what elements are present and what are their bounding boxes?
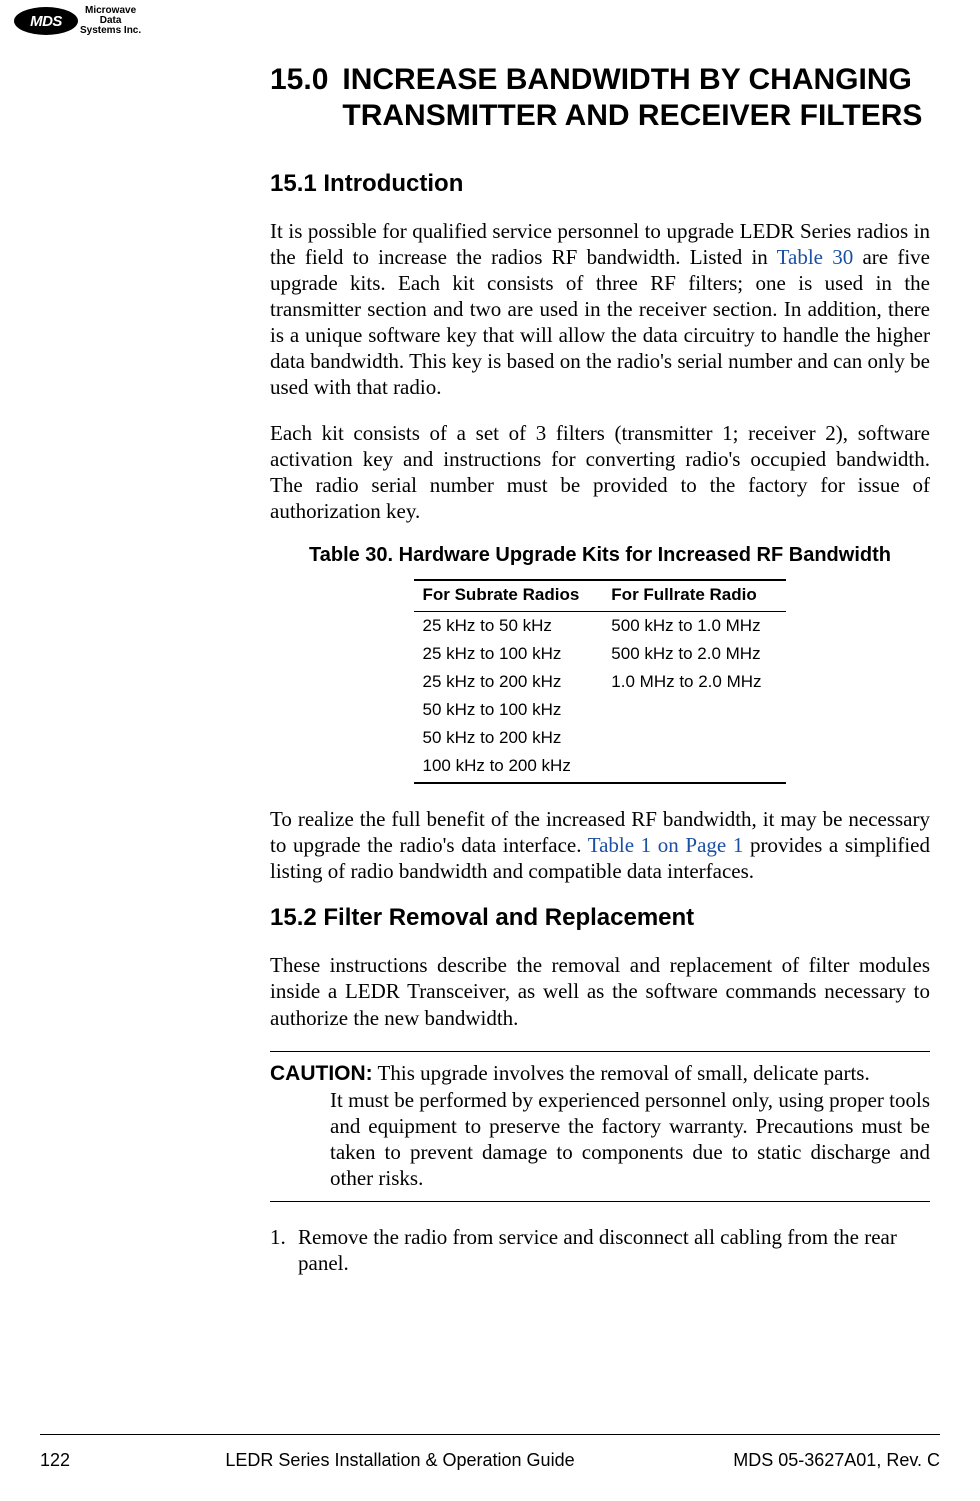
section-heading: 15.0 INCREASE BANDWIDTH BY CHANGING TRAN…	[270, 62, 930, 134]
subsection-heading: 15.2 Filter Removal and Replacement	[270, 904, 930, 932]
footer-rule	[40, 1434, 940, 1435]
caution-body-text: It must be performed by experienced pers…	[330, 1087, 930, 1191]
table-cell: 100 kHz to 200 kHz	[414, 752, 603, 783]
table-row: 50 kHz to 200 kHz	[414, 724, 785, 752]
table-reference-link[interactable]: Table 30	[777, 245, 854, 269]
table-row: 50 kHz to 100 kHz	[414, 696, 785, 724]
section-title: INCREASE BANDWIDTH BY CHANGING TRANSMITT…	[342, 62, 930, 134]
table-row: 25 kHz to 100 kHz 500 kHz to 2.0 MHz	[414, 640, 785, 668]
section-number: 15.0	[270, 62, 328, 134]
table-cell: 500 kHz to 2.0 MHz	[603, 640, 785, 668]
page-number: 122	[40, 1450, 100, 1471]
upgrade-kits-table: For Subrate Radios For Fullrate Radio 25…	[414, 579, 785, 784]
table-row: 25 kHz to 50 kHz 500 kHz to 1.0 MHz	[414, 612, 785, 641]
table-row: 100 kHz to 200 kHz	[414, 752, 785, 783]
table-cell: 50 kHz to 100 kHz	[414, 696, 603, 724]
logo-line: Systems Inc.	[80, 26, 141, 36]
page: MDS Microwave Data Systems Inc. 15.0 INC…	[0, 0, 980, 1501]
table-cell	[603, 752, 785, 783]
step-number: 1.	[270, 1224, 298, 1276]
subsection-heading: 15.1 Introduction	[270, 170, 930, 198]
paragraph: To realize the full benefit of the incre…	[270, 806, 930, 884]
paragraph: It is possible for qualified service per…	[270, 218, 930, 400]
table-cell: 500 kHz to 1.0 MHz	[603, 612, 785, 641]
table-cell: 50 kHz to 200 kHz	[414, 724, 603, 752]
step-text: Remove the radio from service and discon…	[298, 1224, 930, 1276]
content-column: 15.0 INCREASE BANDWIDTH BY CHANGING TRAN…	[270, 10, 930, 1276]
table-header-cell: For Subrate Radios	[414, 580, 603, 612]
table-cell: 1.0 MHz to 2.0 MHz	[603, 668, 785, 696]
caution-label: CAUTION:	[270, 1062, 373, 1085]
table-cell: 25 kHz to 200 kHz	[414, 668, 603, 696]
caution-block: CAUTION: This upgrade involves the remov…	[270, 1051, 930, 1202]
company-logo: MDS Microwave Data Systems Inc.	[14, 6, 141, 36]
table-caption: Table 30. Hardware Upgrade Kits for Incr…	[270, 544, 930, 567]
paragraph: Each kit consists of a set of 3 filters …	[270, 420, 930, 524]
table-header-row: For Subrate Radios For Fullrate Radio	[414, 580, 785, 612]
page-footer: 122 LEDR Series Installation & Operation…	[40, 1450, 940, 1471]
table-cell: 25 kHz to 50 kHz	[414, 612, 603, 641]
logo-abbrev: MDS	[30, 13, 62, 30]
table-cell: 25 kHz to 100 kHz	[414, 640, 603, 668]
footer-title: LEDR Series Installation & Operation Gui…	[100, 1450, 700, 1471]
logo-text: Microwave Data Systems Inc.	[80, 6, 141, 36]
caution-lead-text: This upgrade involves the removal of sma…	[373, 1061, 870, 1085]
table-row: 25 kHz to 200 kHz 1.0 MHz to 2.0 MHz	[414, 668, 785, 696]
table-cell	[603, 724, 785, 752]
table-reference-link[interactable]: Table 1 on Page 1	[588, 833, 744, 857]
procedure-step: 1. Remove the radio from service and dis…	[270, 1224, 930, 1276]
paragraph: These instructions describe the removal …	[270, 952, 930, 1030]
logo-mark: MDS	[14, 7, 78, 35]
table-cell	[603, 696, 785, 724]
footer-revision: MDS 05-3627A01, Rev. C	[700, 1450, 940, 1471]
table-header-cell: For Fullrate Radio	[603, 580, 785, 612]
